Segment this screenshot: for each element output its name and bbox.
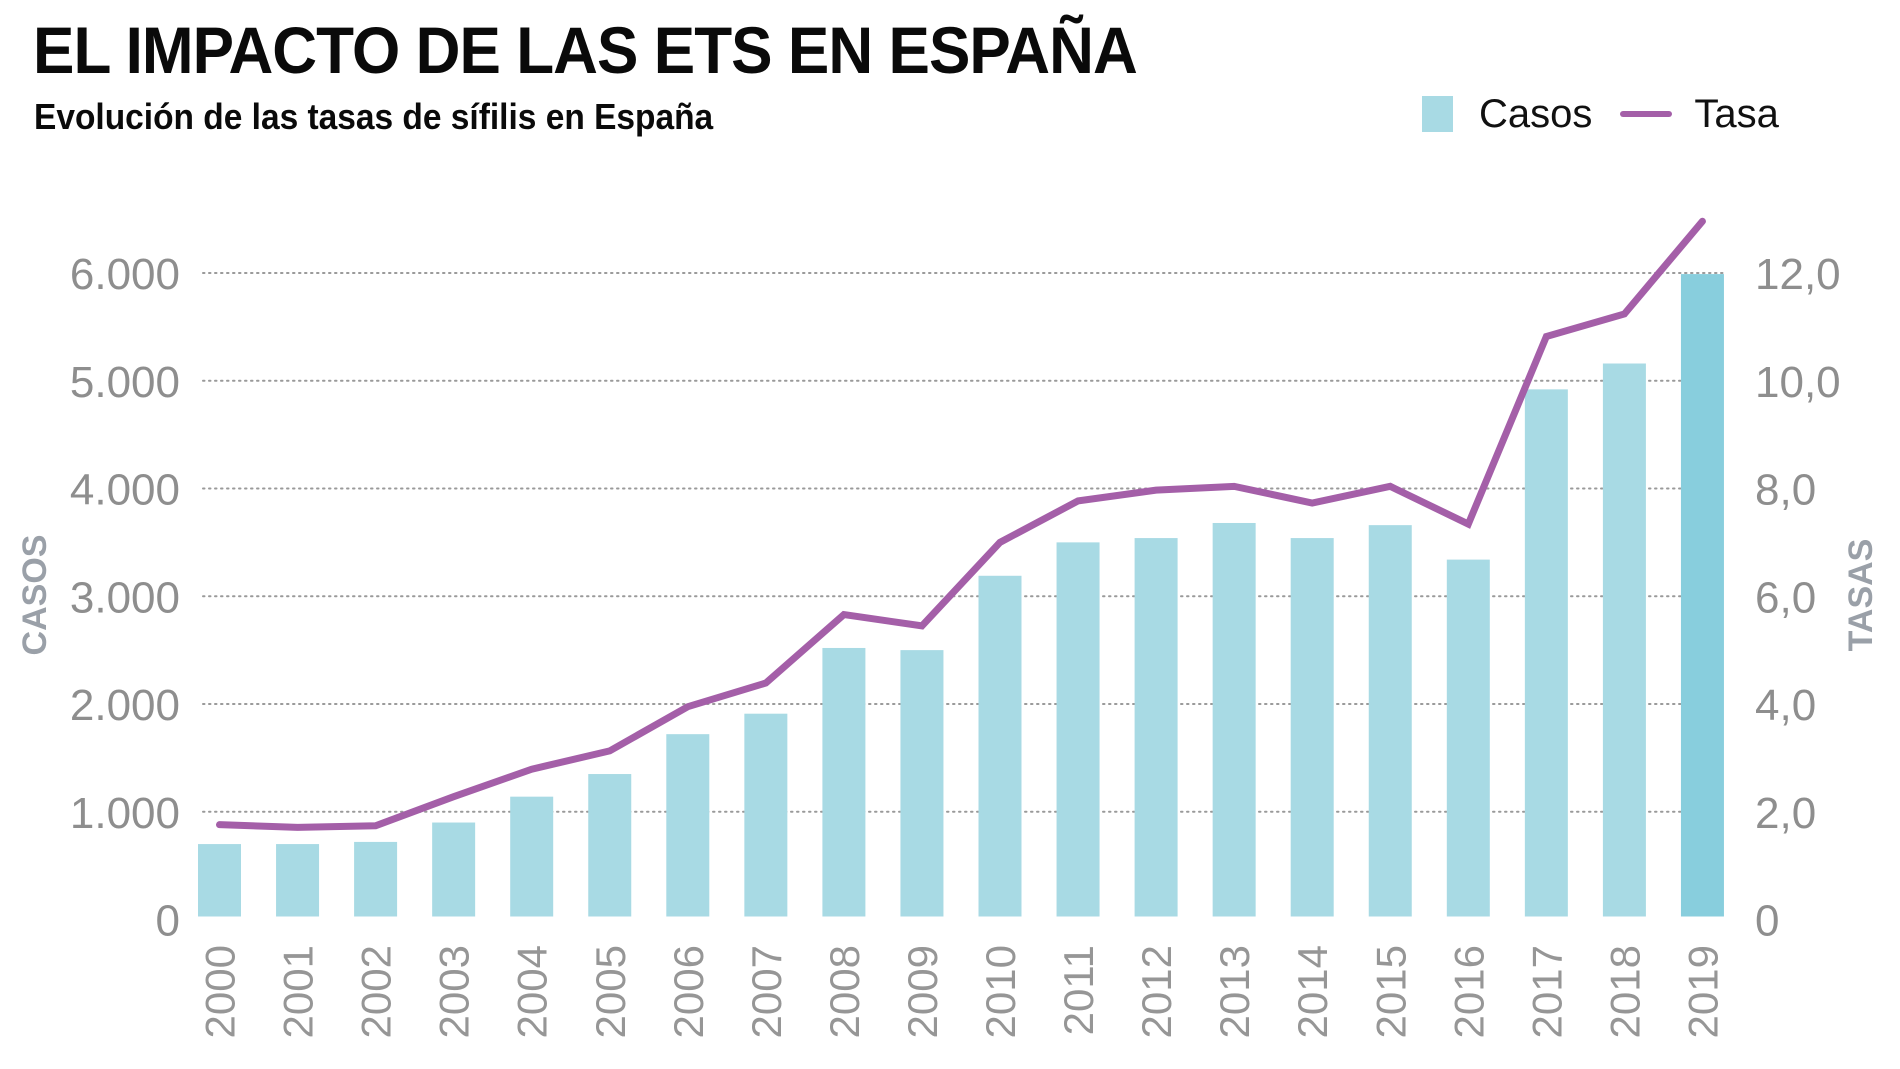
- legend-casos-swatch: [1422, 96, 1453, 132]
- bar-casos-2009: [900, 650, 944, 917]
- y-axis-right-ticks: 0 2,0 4,0 6,0 8,0 10,0 12,0: [1755, 250, 1841, 946]
- x-tick-label: 2012: [1133, 945, 1180, 1038]
- x-tick-label: 2018: [1601, 945, 1648, 1038]
- x-tick-label: 2017: [1523, 945, 1570, 1038]
- x-tick-label: 2008: [821, 945, 868, 1038]
- line-tasa-path: [216, 217, 1706, 831]
- bar-casos-2017: [1524, 389, 1568, 917]
- x-tick-label: 2003: [431, 945, 478, 1038]
- x-tick-label: 2005: [587, 945, 634, 1038]
- bar-casos-2003: [432, 822, 476, 917]
- x-tick-label: 2009: [899, 945, 946, 1038]
- bar-casos-2001: [276, 844, 320, 917]
- bar-casos-2007: [744, 713, 788, 917]
- chart-subtitle: Evolución de las tasas de sífilis en Esp…: [34, 96, 714, 137]
- legend-tasa-label: Tasa: [1694, 92, 1779, 136]
- x-axis-ticks: 2000 2001 2002 2003 2004 2005 2006 2007 2008 2009…: [197, 945, 1727, 1038]
- y-right-tick-label: 6,0: [1755, 573, 1816, 622]
- y-axis-right-title: TASAS: [1842, 539, 1880, 652]
- bar-casos-2014: [1290, 538, 1334, 917]
- x-tick-label: 2001: [275, 945, 322, 1038]
- x-tick-label: 2013: [1211, 945, 1258, 1038]
- legend: Casos Tasa: [1422, 94, 1779, 134]
- x-tick-label: 2002: [353, 945, 400, 1038]
- bar-casos-2015: [1368, 525, 1412, 917]
- y-right-tick-label: 12,0: [1755, 250, 1841, 299]
- y-left-tick-label: 0: [156, 897, 180, 946]
- y-left-tick-label: 1.000: [70, 789, 180, 838]
- x-tick-label: 2016: [1445, 945, 1492, 1038]
- y-right-tick-label: 4,0: [1755, 681, 1816, 730]
- x-tick-label: 2004: [509, 945, 556, 1038]
- bar-casos-2010: [978, 575, 1022, 917]
- line-tasa: [216, 217, 1706, 831]
- y-left-tick-label: 3.000: [70, 573, 180, 622]
- bar-casos-2012: [1134, 538, 1178, 917]
- bar-casos-2008: [822, 647, 866, 917]
- legend-casos-label: Casos: [1479, 92, 1593, 136]
- x-tick-label: 2019: [1679, 945, 1726, 1038]
- bar-casos-2016: [1446, 559, 1490, 917]
- bar-casos-2000: [198, 844, 241, 917]
- bars-casos: [198, 274, 1724, 917]
- y-right-tick-label: 2,0: [1755, 789, 1816, 838]
- x-tick-label: 2010: [977, 945, 1024, 1038]
- y-right-tick-label: 10,0: [1755, 358, 1841, 407]
- bar-casos-2002: [354, 841, 398, 917]
- x-tick-label: 2007: [743, 945, 790, 1038]
- chart-title: EL IMPACTO DE LAS ETS EN ESPAÑA: [33, 13, 1138, 87]
- x-tick-label: 2006: [665, 945, 712, 1038]
- bar-casos-2019: [1680, 274, 1724, 917]
- x-tick-label: 2000: [197, 945, 244, 1038]
- gridlines: [202, 272, 1725, 813]
- y-axis-left-title: CASOS: [16, 535, 54, 656]
- legend-tasa-swatch: [1620, 111, 1673, 117]
- y-left-tick-label: 6.000: [70, 250, 180, 299]
- bar-casos-2018: [1602, 363, 1646, 917]
- y-left-tick-label: 4.000: [70, 466, 180, 515]
- bar-casos-2005: [588, 774, 632, 917]
- bar-casos-2011: [1056, 542, 1100, 917]
- x-tick-label: 2015: [1367, 945, 1414, 1038]
- bar-casos-2006: [666, 734, 710, 917]
- y-axis-left-ticks: 0 1.000 2.000 3.000 4.000 5.000 6.000: [70, 250, 180, 946]
- y-left-tick-label: 5.000: [70, 358, 180, 407]
- bar-casos-2004: [510, 796, 554, 917]
- x-tick-label: 2014: [1289, 945, 1336, 1038]
- y-left-tick-label: 2.000: [70, 681, 180, 730]
- x-tick-label: 2011: [1055, 945, 1102, 1035]
- y-right-tick-label: 0: [1755, 897, 1779, 946]
- y-right-tick-label: 8,0: [1755, 466, 1816, 515]
- bar-casos-2013: [1212, 522, 1256, 917]
